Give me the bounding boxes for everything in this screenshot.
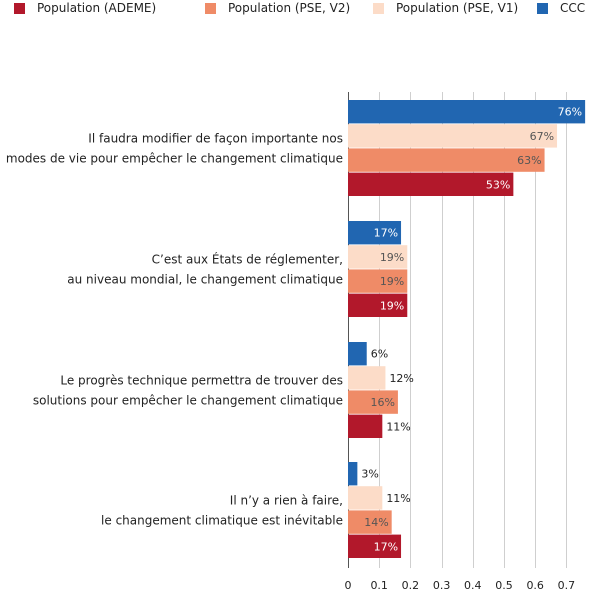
bar — [348, 534, 402, 558]
bar — [348, 486, 383, 510]
legend-swatch — [373, 2, 384, 14]
x-tick-label: 0.6 — [526, 579, 544, 591]
bar-value-label: 16% — [370, 396, 394, 409]
bar-value-label: 3% — [361, 468, 378, 481]
x-tick-label: 0 — [345, 579, 352, 591]
legend-label: Population (ADEME) — [37, 1, 157, 15]
bar — [348, 172, 514, 196]
bar-value-label: 17% — [374, 227, 398, 240]
bar — [348, 366, 386, 390]
bar-value-label: 19% — [380, 251, 404, 264]
bar — [348, 414, 383, 438]
bar — [348, 269, 408, 293]
bar-value-label: 76% — [558, 106, 582, 119]
category-label: Il n’y a rien à faire, — [230, 493, 343, 507]
category-label: au niveau mondial, le changement climati… — [67, 272, 343, 286]
bar-value-label: 11% — [386, 492, 410, 505]
category-label: le changement climatique est inévitable — [101, 513, 343, 527]
bar-value-label: 19% — [380, 299, 404, 312]
x-tick-label: 0.7 — [558, 579, 576, 591]
x-tick-label: 0.3 — [433, 579, 451, 591]
bar — [348, 221, 402, 245]
bar-value-label: 63% — [517, 154, 541, 167]
bar — [348, 342, 367, 366]
bar — [348, 124, 558, 148]
legend-swatch — [205, 2, 216, 14]
x-tick-label: 0.5 — [495, 579, 513, 591]
category-label: Le progrès technique permettra de trouve… — [60, 373, 343, 387]
legend-item: CCC — [537, 0, 585, 16]
category-label: C’est aux États de réglementer, — [152, 251, 343, 266]
legend-item: Population (ADEME) — [14, 0, 156, 16]
category-label: Il faudra modifier de façon importante n… — [88, 131, 343, 145]
bar — [348, 462, 358, 486]
bar — [348, 390, 398, 414]
bar — [348, 510, 392, 534]
bar-value-label: 67% — [530, 130, 554, 143]
bar-value-label: 19% — [380, 275, 404, 288]
bar — [348, 245, 408, 269]
chart-legend: Population (ADEME) Population (PSE, V2) Po… — [0, 0, 589, 20]
bar-value-label: 14% — [364, 516, 388, 529]
x-tick-label: 0.1 — [370, 579, 388, 591]
bar — [348, 148, 545, 172]
x-tick-label: 0.4 — [464, 579, 482, 591]
category-label: modes de vie pour empêcher le changement… — [6, 151, 343, 165]
legend-swatch — [537, 2, 548, 14]
category-label: solutions pour empêcher le changement cl… — [33, 393, 343, 407]
legend-label: CCC — [560, 1, 586, 15]
bar — [348, 293, 408, 317]
legend-label: Population (PSE, V2) — [228, 1, 351, 15]
legend-item: Population (PSE, V1) — [373, 0, 518, 16]
bar — [348, 100, 586, 124]
bar-value-label: 12% — [389, 372, 413, 385]
bar-value-label: 53% — [486, 178, 510, 191]
legend-swatch — [14, 2, 25, 14]
x-tick-label: 0.2 — [402, 579, 420, 591]
legend-item: Population (PSE, V2) — [205, 0, 350, 16]
legend-label: Population (PSE, V1) — [396, 1, 519, 15]
bar-value-label: 17% — [374, 540, 398, 553]
bar-value-label: 11% — [386, 420, 410, 433]
bar-value-label: 6% — [371, 348, 388, 361]
